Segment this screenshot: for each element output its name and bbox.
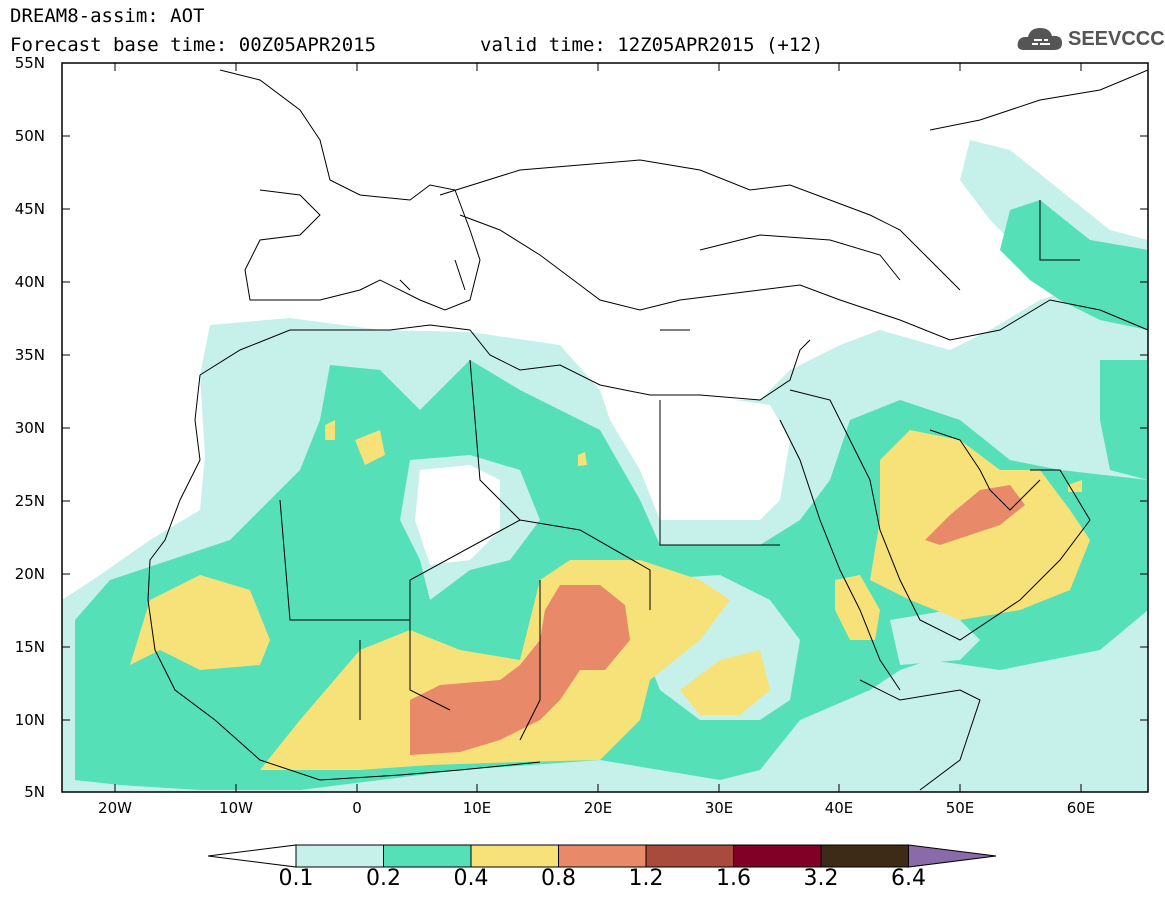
lon-label: 10E (462, 799, 492, 817)
lon-label: 10W (219, 799, 253, 817)
seevccc-logo: SEEVCCC (1016, 22, 1165, 54)
colorbar-label: 6.4 (891, 866, 926, 891)
lat-label: 30N (14, 419, 45, 437)
lat-label: 50N (14, 127, 45, 145)
aot-fields (62, 140, 1148, 792)
colorbar-label: 0.1 (278, 866, 314, 891)
forecast-time-line: Forecast base time: 00Z05APR2015 valid ti… (10, 34, 823, 56)
aot-band-0.4-redsea (835, 575, 880, 640)
lon-label: 40E (824, 799, 854, 817)
lon-label: 0 (352, 799, 362, 817)
lat-label: 5N (24, 783, 45, 801)
colorbar-label: 3.2 (803, 866, 839, 891)
aot-band-0.2-east (1100, 360, 1148, 480)
colorbar-label: 1.6 (716, 866, 751, 891)
cloud-icon (1017, 28, 1062, 50)
colorbar-label: 0.2 (366, 866, 401, 891)
valid-time: valid time: 12Z05APR2015 (+12) (480, 34, 824, 56)
aot-clear-egypt (600, 390, 790, 520)
lon-label: 60E (1066, 799, 1096, 817)
lat-label: 15N (14, 638, 45, 656)
lat-label: 35N (14, 346, 45, 364)
colorbar-label: 0.8 (541, 866, 576, 891)
aot-clear-sahara-inner (415, 465, 500, 565)
coastlines (147, 69, 1148, 791)
aot-band-0.2-north (1000, 200, 1148, 330)
colorbar-label: 0.4 (453, 866, 489, 891)
lat-label: 55N (14, 54, 45, 72)
aot-band-0.4-chad (680, 650, 770, 715)
lat-label: 25N (14, 492, 45, 510)
lat-label: 45N (14, 200, 45, 218)
map-title: DREAM8-assim: AOT (10, 5, 205, 27)
lon-label: 20E (583, 799, 613, 817)
lon-label: 50E (945, 799, 975, 817)
aot-band-0.8-central (410, 585, 630, 755)
lon-label: 30E (704, 799, 734, 817)
lat-label: 20N (14, 565, 45, 583)
lon-label: 20W (98, 799, 132, 817)
lat-label: 10N (14, 711, 45, 729)
logo-text: SEEVCCC (1068, 28, 1165, 50)
colorbar-label: 1.2 (628, 866, 664, 891)
aot-band-0.4-west (130, 575, 270, 670)
axis-ticks (62, 62, 1148, 792)
forecast-base-time: Forecast base time: 00Z05APR2015 (10, 34, 377, 56)
aot-clear-arabia (890, 610, 980, 665)
lat-label: 40N (14, 273, 45, 291)
